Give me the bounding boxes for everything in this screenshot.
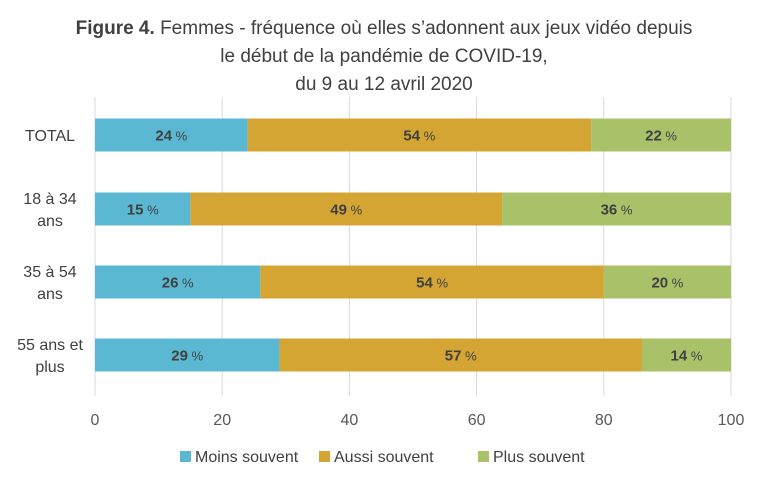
title-prefix: Figure 4. <box>76 18 160 39</box>
bar-2-3 <box>502 192 731 226</box>
category-label-4-1: 55 ans et <box>17 337 83 354</box>
bar-3-1 <box>95 265 261 299</box>
tick-label-80: 80 <box>595 412 613 429</box>
legend-label-2: Aussi souvent <box>334 449 434 466</box>
tick-label-100: 100 <box>718 412 745 429</box>
category-label-3-2: ans <box>37 286 63 303</box>
data-label-4-3: 14 % <box>671 348 703 365</box>
bars: 24 % 54 % 22 % 15 % 49 % 36 % 26 % 54 % 20 % 29 %… <box>95 118 731 372</box>
tick-label-0: 0 <box>91 412 100 429</box>
data-label-1-3: 22 % <box>645 128 677 145</box>
data-label-4-2: 57 % <box>445 348 477 365</box>
data-label-3-1: 26 % <box>162 275 194 292</box>
category-label-2-1: 18 à 34 <box>23 191 76 208</box>
category-label-4-2: plus <box>35 359 64 376</box>
category-label-2-2: ans <box>37 213 63 230</box>
data-label-2-3: 36 % <box>601 202 633 219</box>
bar-1-1 <box>95 118 248 152</box>
legend-label-1: Moins souvent <box>195 449 299 466</box>
tick-label-60: 60 <box>468 412 486 429</box>
legend: Moins souvent Aussi souvent Plus souvent <box>180 449 585 466</box>
data-label-1-2: 54 % <box>403 128 435 145</box>
bar-3-3 <box>603 265 731 299</box>
bar-4-3 <box>641 338 731 372</box>
category-label-1-1: TOTAL <box>25 128 75 145</box>
data-label-4-1: 29 % <box>171 348 203 365</box>
title-text: Femmes - fréquence où elles s’adonnent a… <box>160 18 692 39</box>
category-label-3-1: 35 à 54 <box>23 264 76 281</box>
data-label-2-2: 49 % <box>330 202 362 219</box>
tick-label-20: 20 <box>213 412 231 429</box>
title-line-3: du 9 au 12 avril 2020 <box>295 74 472 95</box>
data-label-3-3: 20 % <box>651 275 683 292</box>
data-label-3-2: 54 % <box>416 275 448 292</box>
title-line-1: Figure 4. Femmes - fréquence où elles s’… <box>76 18 693 39</box>
data-label-1-1: 24 % <box>155 128 187 145</box>
legend-label-3: Plus souvent <box>493 449 585 466</box>
chart-title: Figure 4. Femmes - fréquence où elles s’… <box>76 18 693 95</box>
bar-1-2 <box>247 118 592 152</box>
bar-1-3 <box>591 118 731 152</box>
legend-swatch-1 <box>180 451 191 462</box>
legend-swatch-2 <box>319 451 330 462</box>
bar-2-2 <box>190 192 503 226</box>
category-labels: TOTAL 18 à 34 ans 35 à 54 ans 55 ans et plus <box>17 128 83 376</box>
bar-4-1 <box>95 338 280 372</box>
legend-swatch-3 <box>478 451 489 462</box>
tick-label-40: 40 <box>341 412 359 429</box>
bar-2-1 <box>95 192 191 226</box>
bar-4-2 <box>279 338 642 372</box>
title-line-2: le début de la pandémie de COVID-19, <box>220 46 547 67</box>
x-axis-ticks: 0 20 40 60 80 100 <box>91 412 745 429</box>
bar-3-2 <box>260 265 604 299</box>
data-label-2-1: 15 % <box>127 202 159 219</box>
